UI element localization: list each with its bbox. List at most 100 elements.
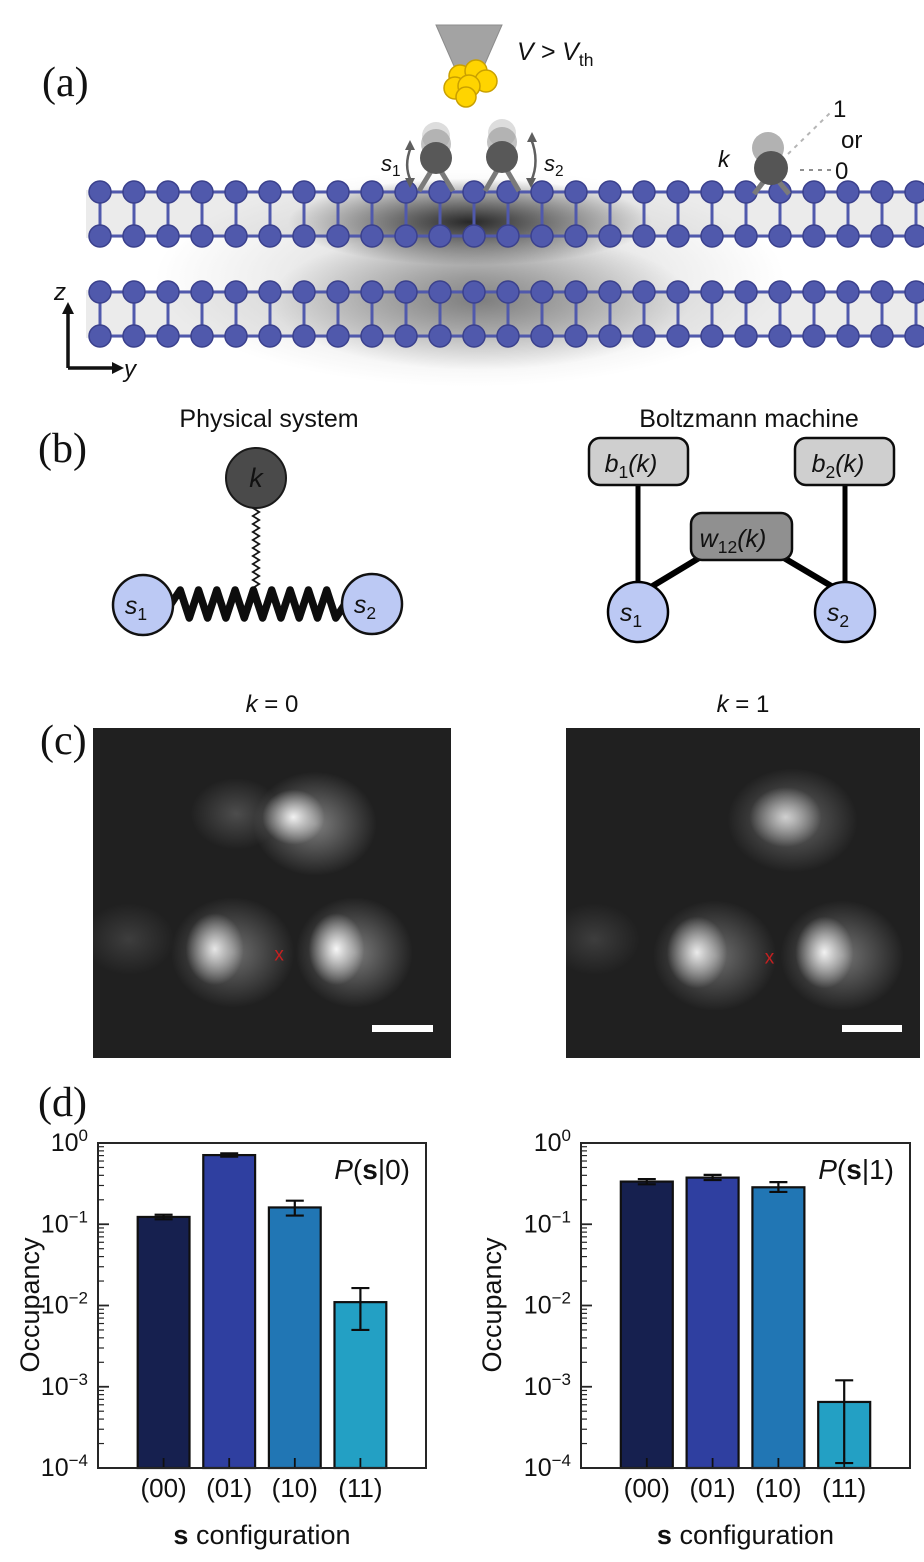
adatom-s2 xyxy=(482,119,522,193)
lattice-atom xyxy=(734,324,758,348)
w12-box-label: w12(k) xyxy=(700,525,767,557)
lattice-atom xyxy=(632,324,656,348)
occupancy-chart-k1: Occupancy 100 10−1 10−2 10−3 10−4 (00) (01) (10)… xyxy=(477,1126,911,1550)
s2-motion-arrow xyxy=(526,132,537,188)
lattice-atom xyxy=(326,324,350,348)
lattice-atom xyxy=(836,280,860,304)
k-state-down-sphere xyxy=(754,151,788,185)
lattice-atom xyxy=(700,180,724,204)
lattice-atom xyxy=(258,280,282,304)
lattice-atom xyxy=(156,224,180,248)
lattice-atom xyxy=(360,224,384,248)
distribution-annotation: P(s|0) xyxy=(334,1154,410,1185)
lattice-atom xyxy=(190,280,214,304)
lattice-atom xyxy=(870,224,894,248)
panel-a-label: (a) xyxy=(42,60,89,106)
lattice-atom xyxy=(598,324,622,348)
lattice-atom xyxy=(632,224,656,248)
b1-box-label: b1(k) xyxy=(605,450,658,482)
lattice-atom xyxy=(88,180,112,204)
stm-left-title: k = 0 xyxy=(245,691,299,718)
lattice-atom xyxy=(496,280,520,304)
lattice-atom xyxy=(88,324,112,348)
lattice-atom xyxy=(224,180,248,204)
s1-node-bm xyxy=(606,580,670,644)
y-tick-label: 10−3 xyxy=(524,1370,571,1401)
lattice-atom xyxy=(394,180,418,204)
or-label: or xyxy=(841,127,862,154)
adatom-k xyxy=(752,132,791,196)
b1-box xyxy=(587,436,690,487)
tip-apex-atoms xyxy=(443,59,498,108)
lattice-atom xyxy=(394,324,418,348)
lattice-atom xyxy=(258,224,282,248)
tip-position-marker: x xyxy=(274,944,284,966)
x-tick-label: (01) xyxy=(689,1473,735,1503)
lattice-atom xyxy=(836,224,860,248)
axes-zy xyxy=(62,302,124,374)
s2-label: s2 xyxy=(544,151,564,180)
lattice-atom xyxy=(190,180,214,204)
lattice-atom xyxy=(598,280,622,304)
y-tick-label: 10−2 xyxy=(41,1289,88,1320)
b2-box-label: b2(k) xyxy=(812,450,865,482)
axis-y-label: y xyxy=(122,356,138,383)
lattice-atom xyxy=(598,224,622,248)
plot-frame xyxy=(580,1142,911,1469)
adatom-s1 xyxy=(416,122,456,193)
lattice-atom xyxy=(462,280,486,304)
lattice-atom xyxy=(360,180,384,204)
lattice-atom xyxy=(496,224,520,248)
lattice-atom xyxy=(802,280,826,304)
lattice-atom xyxy=(700,280,724,304)
lattice-atom xyxy=(530,280,554,304)
x-tick-label: (10) xyxy=(272,1473,318,1503)
lattice-atom xyxy=(292,280,316,304)
panel-d-label: (d) xyxy=(38,1080,87,1126)
lattice-atom xyxy=(734,224,758,248)
lattice-atom xyxy=(870,324,894,348)
k-label: k xyxy=(718,146,731,172)
lattice-atom xyxy=(904,224,924,248)
panel-b-label: (b) xyxy=(38,426,87,472)
lattice-atom xyxy=(428,280,452,304)
physical-system-title: Physical system xyxy=(179,405,358,433)
x-tick-label: (00) xyxy=(140,1473,186,1503)
lattice-atom xyxy=(734,280,758,304)
lattice-atom xyxy=(156,324,180,348)
lattice-atom xyxy=(564,280,588,304)
lattice-atom xyxy=(88,280,112,304)
s2-node-bm xyxy=(813,580,877,644)
lattice-atom xyxy=(666,224,690,248)
lattice-atom xyxy=(700,224,724,248)
bar-(10) xyxy=(751,1186,806,1470)
lattice-atom xyxy=(632,180,656,204)
lattice-atom xyxy=(462,224,486,248)
s1-motion-arrow xyxy=(405,140,415,188)
s1-node-physical xyxy=(111,573,175,637)
lattice-atom xyxy=(326,224,350,248)
lattice-atom xyxy=(666,180,690,204)
y-tick-label: 10−1 xyxy=(41,1207,88,1238)
s2-node-bm-label: s2 xyxy=(827,599,849,631)
lattice-atom xyxy=(768,280,792,304)
lattice-atom xyxy=(836,324,860,348)
lattice-atom xyxy=(496,324,520,348)
k-node-label: k xyxy=(249,463,264,493)
lattice-atom xyxy=(224,280,248,304)
lattice-atom xyxy=(530,224,554,248)
lattice-atom xyxy=(88,224,112,248)
lattice-atom xyxy=(190,324,214,348)
lattice-atom xyxy=(156,280,180,304)
lattice-atom xyxy=(904,324,924,348)
atom-lattice xyxy=(88,180,924,348)
stm-image-k1: x xyxy=(566,728,920,1058)
y-tick-label: 100 xyxy=(51,1126,88,1157)
s1-label: s1 xyxy=(381,151,401,180)
k-spring-squiggle xyxy=(251,504,261,594)
lattice-atom xyxy=(870,280,894,304)
state-one-label: 1 xyxy=(833,96,846,123)
lattice-atom xyxy=(768,324,792,348)
bar-(00) xyxy=(619,1180,674,1470)
